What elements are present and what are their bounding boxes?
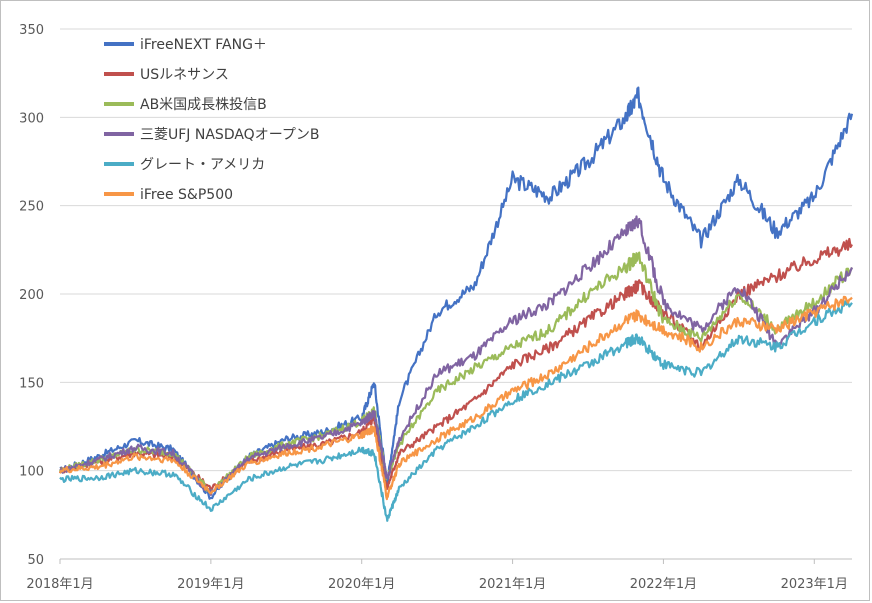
y-tick-label: 350 <box>19 23 44 38</box>
y-tick-label: 250 <box>19 200 44 215</box>
legend-label: iFree S&P500 <box>140 187 233 203</box>
x-tick-label: 2022年1月 <box>630 577 697 592</box>
y-tick-label: 200 <box>19 288 44 303</box>
x-tick-label: 2019年1月 <box>177 577 244 592</box>
legend-label: iFreeNEXT FANG＋ <box>140 37 267 53</box>
legend-label: USルネサンス <box>140 67 229 83</box>
y-tick-label: 100 <box>19 465 44 480</box>
legend: iFreeNEXT FANG＋ USルネサンス AB米国成長株投信B 三菱UFJ NA… <box>104 37 319 203</box>
series-line-4 <box>59 300 853 522</box>
x-tick-label: 2020年1月 <box>328 577 395 592</box>
series-line-3 <box>59 215 854 496</box>
legend-label: AB米国成長株投信B <box>140 97 267 113</box>
x-tick-label: 2023年1月 <box>781 577 848 592</box>
x-axis-ticks: 2018年1月 2019年1月 2020年1月 2021年1月 2022年1月 2023年… <box>26 559 848 592</box>
x-tick-label: 2018年1月 <box>26 577 93 592</box>
x-tick-label: 2021年1月 <box>479 577 546 592</box>
legend-label: 三菱UFJ NASDAQオープンB <box>140 127 319 143</box>
series-layer <box>58 86 854 522</box>
legend-label: グレート・アメリカ <box>140 157 265 173</box>
series-line-5 <box>59 295 853 501</box>
y-axis-ticks: 50 100 150 200 250 300 350 <box>19 23 44 568</box>
y-tick-label: 50 <box>27 553 44 568</box>
y-tick-label: 300 <box>19 111 44 126</box>
y-tick-label: 150 <box>19 376 44 391</box>
series-line-0 <box>59 86 854 500</box>
